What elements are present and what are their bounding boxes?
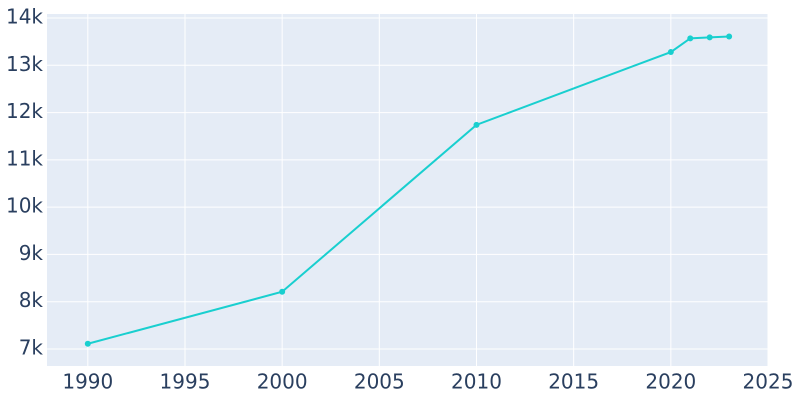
x-tick-label: 1995 (160, 370, 211, 394)
y-tick-label: 12k (6, 99, 43, 123)
x-tick-label: 2015 (548, 370, 599, 394)
point (706, 34, 713, 41)
y-tick-label: 13k (6, 52, 43, 76)
x-tick-label: 2010 (451, 370, 502, 394)
point (84, 340, 91, 347)
y-tick-label: 14k (6, 5, 43, 29)
point (687, 35, 694, 42)
x-tick-label: 2005 (354, 370, 405, 394)
plot-area (47, 14, 768, 366)
y-tick-label: 11k (6, 146, 43, 170)
x-tick-label: 1990 (62, 370, 113, 394)
y-tick-label: 10k (6, 194, 43, 218)
y-tick-label: 7k (19, 335, 44, 359)
point (726, 33, 733, 40)
y-tick-label: 9k (19, 241, 44, 265)
x-tick-label: 2025 (743, 370, 794, 394)
point (473, 121, 480, 128)
x-tick-label: 2000 (257, 370, 308, 394)
y-tick-label: 8k (19, 288, 44, 312)
point (279, 288, 286, 295)
x-tick-label: 2020 (645, 370, 696, 394)
point (667, 49, 674, 56)
